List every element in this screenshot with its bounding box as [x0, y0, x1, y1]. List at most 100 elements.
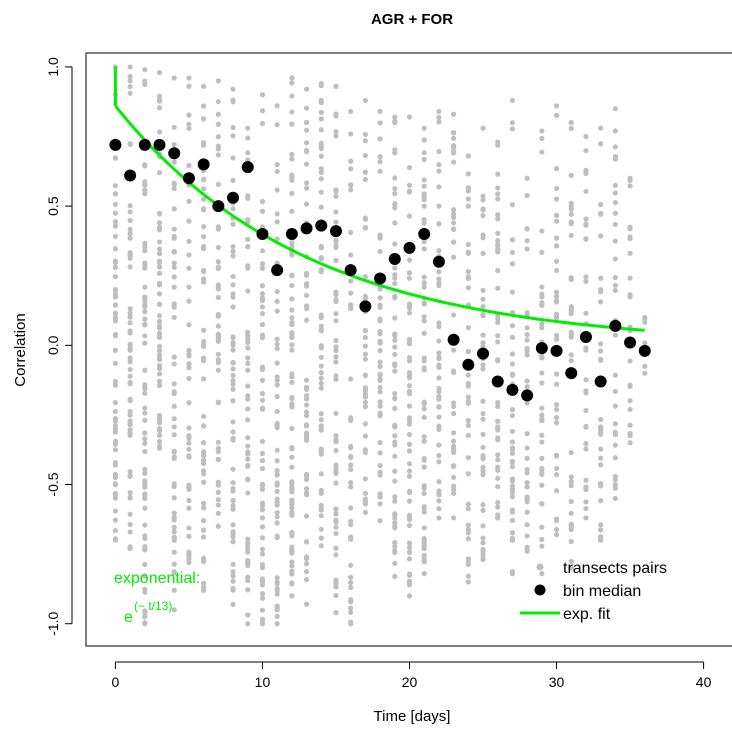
transect-pair-point	[230, 177, 236, 183]
transect-pair-point	[274, 575, 280, 581]
transect-pair-point	[186, 284, 192, 290]
transect-pair-point	[612, 495, 618, 502]
transect-pair-point	[318, 417, 324, 423]
transect-pair-point	[480, 340, 486, 346]
transect-pair-point	[421, 280, 427, 286]
transect-pair-point	[156, 170, 163, 176]
transect-pair-point	[171, 514, 177, 521]
transect-pair-point	[289, 571, 295, 577]
annotation-exponent: (− t/13)	[134, 599, 172, 613]
transect-pair-point	[539, 294, 545, 300]
transect-pair-point	[259, 524, 266, 530]
transect-pair-point	[362, 169, 368, 175]
transect-pair-point	[259, 310, 266, 317]
transect-pair-point	[230, 529, 236, 535]
transect-pair-point	[274, 514, 280, 520]
transect-pair-point	[259, 535, 266, 541]
transect-pair-point	[553, 371, 560, 377]
transect-pair-point	[142, 299, 148, 305]
transect-pair-point	[480, 206, 486, 212]
transect-pair-point	[348, 453, 354, 460]
annotation-line1: exponential:	[114, 570, 200, 587]
transect-pair-point	[245, 150, 251, 156]
transect-pair-point	[201, 376, 207, 382]
transect-pair-point	[553, 401, 560, 408]
transect-pair-point	[583, 133, 589, 140]
transect-pair-point	[406, 544, 413, 551]
transect-pair-point	[259, 458, 266, 464]
transect-pair-point	[230, 377, 236, 384]
transect-pair-point	[289, 315, 295, 321]
transect-pair-point	[627, 383, 633, 389]
transect-pair-point	[598, 125, 604, 131]
transect-pair-point	[112, 399, 119, 406]
transect-pair-point	[156, 318, 163, 324]
transect-pair-point	[406, 540, 413, 546]
transect-pair-point	[627, 177, 633, 183]
transect-pair-point	[142, 284, 148, 290]
transect-pair-point	[156, 220, 163, 226]
transect-pair-point	[201, 468, 207, 474]
transect-pair-point	[112, 246, 119, 252]
transect-pair-point	[627, 406, 633, 413]
transect-pair-point	[289, 394, 295, 401]
transect-pair-point	[156, 334, 163, 340]
transect-pair-point	[171, 301, 177, 307]
transect-pair-point	[112, 191, 119, 197]
transect-pair-point	[392, 390, 398, 397]
transect-pair-point	[245, 367, 251, 373]
transect-pair-point	[421, 137, 427, 143]
bin-median-point	[109, 138, 122, 151]
transect-pair-point	[303, 423, 310, 429]
transect-pair-point	[553, 267, 560, 274]
transect-pair-point	[142, 248, 148, 254]
transect-pair-point	[274, 211, 280, 217]
transect-pair-point	[333, 592, 339, 599]
transect-pair-point	[553, 332, 560, 338]
transect-pair-point	[274, 308, 280, 314]
transect-pair-point	[289, 464, 295, 470]
transect-pair-point	[333, 242, 339, 249]
transect-pair-point	[524, 480, 530, 486]
transect-pair-point	[436, 114, 442, 121]
transect-pair-point	[524, 400, 530, 406]
transect-pair-point	[127, 473, 133, 479]
transect-pair-point	[568, 211, 574, 217]
transect-pair-point	[201, 186, 207, 192]
transect-pair-point	[612, 485, 618, 491]
transect-pair-point	[627, 440, 633, 446]
transect-pair-point	[274, 393, 280, 400]
transect-pair-point	[156, 258, 163, 264]
transect-pair-point	[230, 347, 236, 353]
transect-pair-point	[627, 250, 633, 256]
transect-pair-point	[524, 193, 530, 199]
transect-pair-point	[509, 249, 516, 255]
transect-pair-point	[112, 201, 119, 207]
transect-pair-point	[318, 204, 324, 210]
transect-pair-point	[201, 103, 207, 109]
transect-pair-point	[392, 560, 398, 566]
transect-pair-point	[201, 338, 207, 345]
transect-pair-point	[583, 274, 589, 280]
transect-pair-point	[186, 265, 192, 271]
transect-pair-point	[259, 92, 266, 98]
transect-pair-point	[318, 427, 324, 433]
transect-pair-point	[303, 283, 310, 289]
transect-pair-point	[156, 420, 163, 426]
transect-pair-point	[230, 244, 236, 250]
transect-pair-point	[509, 464, 516, 470]
transect-pair-point	[568, 522, 574, 528]
transect-pair-point	[215, 523, 221, 529]
transect-pair-point	[303, 306, 310, 312]
transect-pair-point	[245, 336, 251, 342]
transect-pair-point	[112, 210, 119, 216]
transect-pair-point	[539, 228, 545, 234]
transect-pair-point	[480, 235, 486, 241]
transect-pair-point	[156, 357, 163, 363]
transect-pair-point	[465, 394, 471, 400]
transect-pair-point	[348, 131, 354, 137]
transect-pair-point	[127, 396, 133, 402]
transect-pair-point	[539, 302, 545, 308]
transect-pair-point	[230, 601, 236, 607]
transect-pair-point	[495, 333, 501, 339]
